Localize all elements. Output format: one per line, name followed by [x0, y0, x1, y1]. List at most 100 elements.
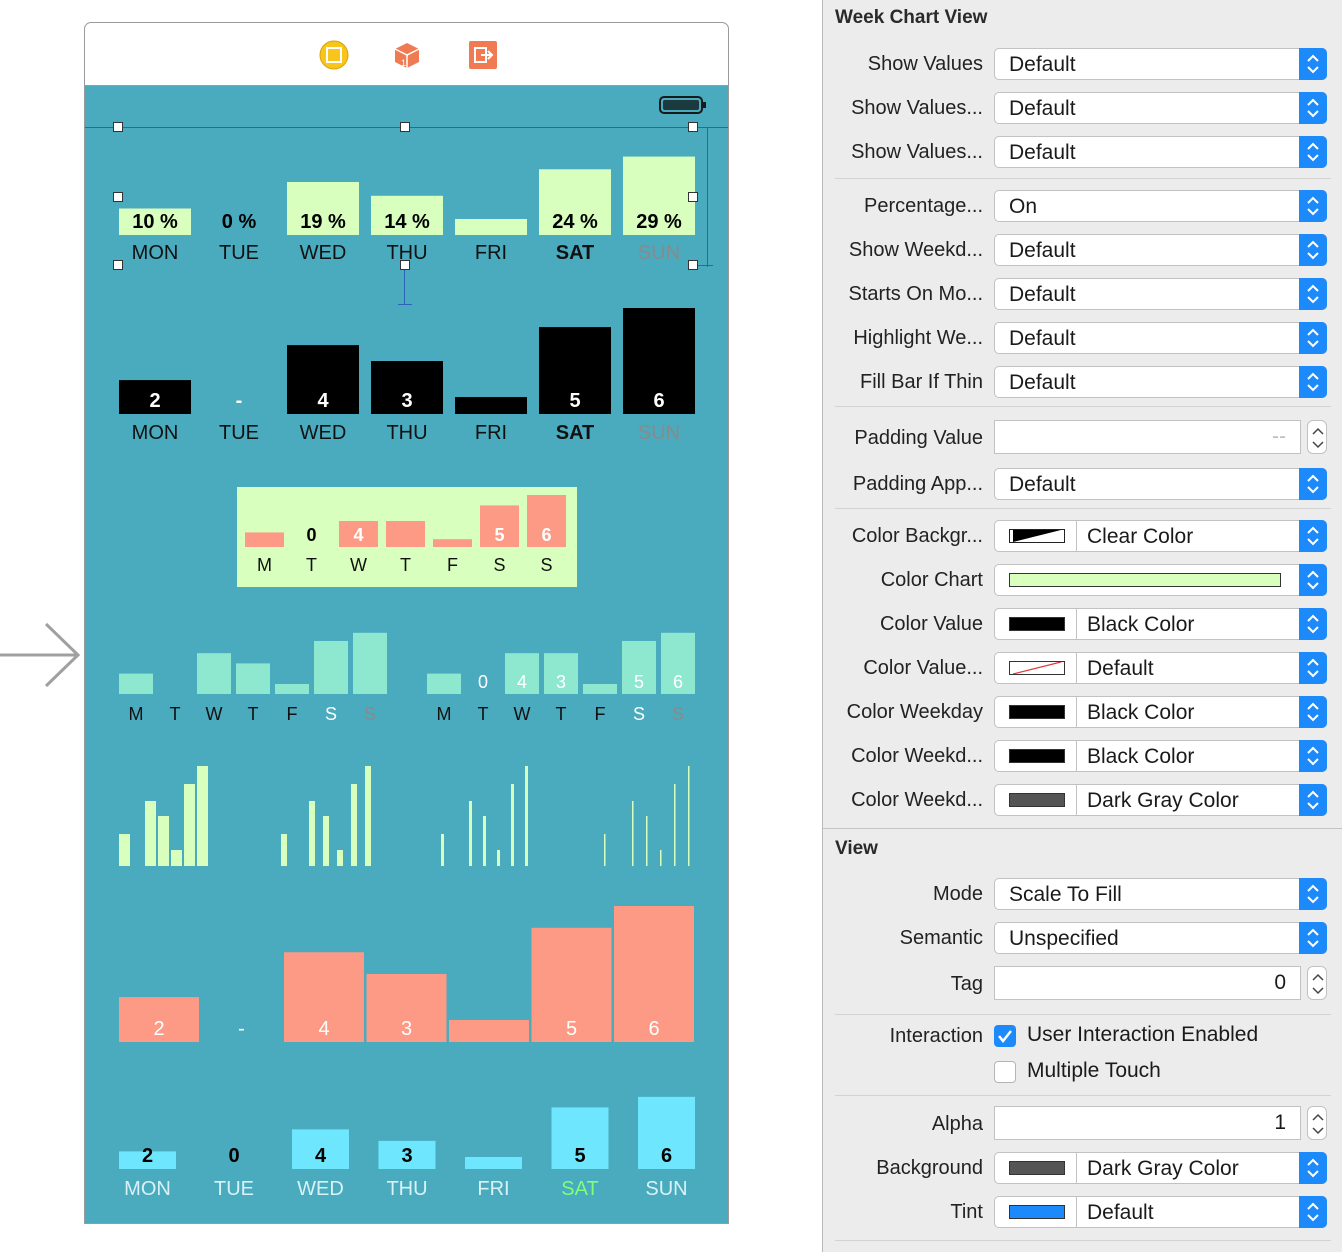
color-chart-popup[interactable] [994, 564, 1327, 596]
popup-arrows-icon[interactable] [1299, 740, 1327, 772]
user-interaction-checkbox[interactable] [994, 1025, 1016, 1047]
show-weekday-popup[interactable]: Default [994, 234, 1327, 266]
chart4b-value-label: 0 [478, 672, 488, 692]
padding-value-field[interactable]: -- [994, 420, 1301, 454]
resize-handle[interactable] [113, 192, 123, 202]
multiple-touch-checkbox[interactable] [994, 1061, 1016, 1083]
clear-color-swatch-icon [1009, 529, 1065, 543]
color-weekday-popup[interactable]: Black Color [994, 696, 1327, 728]
color-weekday-2-popup[interactable]: Black Color [994, 740, 1327, 772]
background-color-popup[interactable]: Dark Gray Color [994, 1152, 1327, 1184]
color-swatch-well[interactable] [995, 521, 1077, 551]
color-swatch-well[interactable] [995, 653, 1077, 683]
resize-handle[interactable] [400, 260, 410, 270]
popup-arrows-icon[interactable] [1299, 696, 1327, 728]
checkmark-icon [998, 1030, 1012, 1044]
chart-color-swatch[interactable] [1009, 573, 1281, 587]
chart3-weekday-label: S [493, 555, 505, 575]
chart4a-weekday-label: S [325, 704, 337, 724]
popup-arrows-icon[interactable] [1299, 92, 1327, 124]
group-separator [835, 1095, 1331, 1096]
user-interaction-label[interactable]: User Interaction Enabled [1027, 1023, 1259, 1046]
chart3-value-label: 5 [494, 525, 504, 545]
highlight-weekend-popup[interactable]: Default [994, 322, 1327, 354]
show-values-popup-3[interactable]: Default [994, 136, 1327, 168]
popup-value: Clear Color [1087, 525, 1194, 548]
color-weekday-3-popup[interactable]: Dark Gray Color [994, 784, 1327, 816]
popup-arrows-icon[interactable] [1299, 278, 1327, 310]
chart7-bar [465, 1157, 522, 1169]
fill-bar-if-thin-popup[interactable]: Default [994, 366, 1327, 398]
row-label: Color Weekd... [851, 789, 983, 811]
view-controller-scene[interactable]: 1 10 % MON 0 % TUE 19 % WED 14 % THU FRI 24 % SAT 2… [84, 22, 729, 1224]
resize-handle[interactable] [688, 192, 698, 202]
dark-gray-swatch [1009, 1161, 1065, 1175]
popup-arrows-icon[interactable] [1299, 922, 1327, 954]
popup-arrows-icon[interactable] [1299, 564, 1327, 596]
color-swatch-well[interactable] [995, 1153, 1077, 1183]
chart4a-bar [353, 632, 387, 694]
popup-arrows-icon[interactable] [1299, 190, 1327, 222]
multiple-touch-label[interactable]: Multiple Touch [1027, 1059, 1161, 1082]
alpha-stepper[interactable] [1307, 1106, 1327, 1140]
color-swatch-well[interactable] [995, 785, 1077, 815]
popup-arrows-icon[interactable] [1299, 48, 1327, 80]
color-background-popup[interactable]: Clear Color [994, 520, 1327, 552]
chart1-value-label: 29 % [636, 211, 682, 233]
exit-icon[interactable] [468, 40, 498, 70]
color-swatch-well[interactable] [995, 697, 1077, 727]
show-values-popup[interactable]: Default [994, 48, 1327, 80]
padding-app-popup[interactable]: Default [994, 468, 1327, 500]
resize-handle[interactable] [400, 122, 410, 132]
resize-handle[interactable] [688, 122, 698, 132]
chart1-bar [287, 182, 359, 235]
popup-arrows-icon[interactable] [1299, 652, 1327, 684]
popup-arrows-icon[interactable] [1299, 136, 1327, 168]
popup-arrows-icon[interactable] [1299, 234, 1327, 266]
chart1-value-label: 0 % [222, 211, 257, 233]
percentage-popup[interactable]: On [994, 190, 1327, 222]
color-swatch-well[interactable] [995, 741, 1077, 771]
row-label: Show Values... [851, 97, 983, 119]
tag-field[interactable]: 0 [994, 966, 1301, 1000]
chart1-value-label: 19 % [300, 211, 346, 233]
mode-popup[interactable]: Scale To Fill [994, 878, 1327, 910]
chart4b-bar [661, 632, 695, 694]
popup-arrows-icon[interactable] [1299, 366, 1327, 398]
popup-arrows-icon[interactable] [1299, 878, 1327, 910]
color-swatch-well[interactable] [995, 609, 1077, 639]
chart2-bar [539, 327, 611, 414]
tag-stepper[interactable] [1307, 966, 1327, 1000]
popup-arrows-icon[interactable] [1299, 1152, 1327, 1184]
chart6-value-label: 2 [153, 1018, 164, 1040]
popup-arrows-icon[interactable] [1299, 520, 1327, 552]
popup-arrows-icon[interactable] [1299, 1196, 1327, 1228]
popup-arrows-icon[interactable] [1299, 608, 1327, 640]
resize-handle[interactable] [688, 260, 698, 270]
color-value-popup[interactable]: Black Color [994, 608, 1327, 640]
chart1-weekday-label: TUE [219, 242, 259, 264]
popup-arrows-icon[interactable] [1299, 322, 1327, 354]
color-value-alt-popup[interactable]: Default [994, 652, 1327, 684]
chart2-bar [455, 397, 527, 414]
color-swatch-well[interactable] [995, 1197, 1077, 1227]
first-responder-icon[interactable]: 1 [392, 40, 422, 70]
chart5-thin-bar [119, 834, 130, 866]
chart4b-weekday-label: M [437, 704, 452, 724]
popup-arrows-icon[interactable] [1299, 784, 1327, 816]
chart5-thin-bar [688, 766, 690, 866]
chart1-value-label: 24 % [552, 211, 598, 233]
popup-value: Default [1087, 1201, 1154, 1224]
chart6-value-label: - [238, 1018, 245, 1040]
alpha-field[interactable]: 1 [994, 1106, 1301, 1140]
padding-stepper[interactable] [1307, 420, 1327, 454]
starts-on-monday-popup[interactable]: Default [994, 278, 1327, 310]
resize-handle[interactable] [113, 260, 123, 270]
chart7-bar [119, 1151, 176, 1169]
tint-color-popup[interactable]: Default [994, 1196, 1327, 1228]
view-controller-icon[interactable] [319, 40, 349, 70]
semantic-popup[interactable]: Unspecified [994, 922, 1327, 954]
resize-handle[interactable] [113, 122, 123, 132]
popup-arrows-icon[interactable] [1299, 468, 1327, 500]
show-values-popup-2[interactable]: Default [994, 92, 1327, 124]
